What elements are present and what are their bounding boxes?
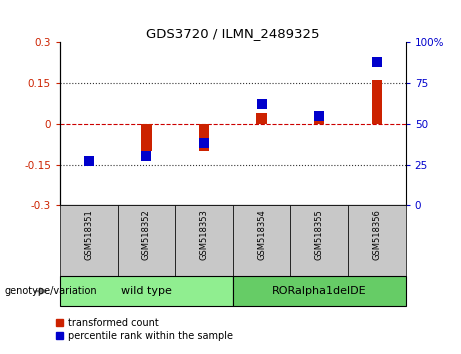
Bar: [233, 205, 290, 276]
Text: GSM518352: GSM518352: [142, 209, 151, 259]
Text: GSM518356: GSM518356: [372, 209, 381, 260]
Text: GSM518353: GSM518353: [200, 209, 208, 260]
Bar: [141, 124, 152, 151]
Bar: [60, 205, 118, 276]
Point: [200, 141, 207, 146]
Point: [258, 102, 266, 107]
Text: genotype/variation: genotype/variation: [5, 286, 97, 296]
Bar: [372, 80, 382, 124]
Bar: [256, 113, 267, 124]
Bar: [233, 276, 406, 306]
Text: GSM518351: GSM518351: [84, 209, 93, 259]
Bar: [199, 124, 209, 151]
Point: [85, 159, 92, 164]
Text: RORalpha1delDE: RORalpha1delDE: [272, 286, 366, 296]
Text: GSM518354: GSM518354: [257, 209, 266, 259]
Bar: [60, 276, 233, 306]
Bar: [118, 205, 175, 276]
Title: GDS3720 / ILMN_2489325: GDS3720 / ILMN_2489325: [146, 27, 319, 40]
Bar: [314, 116, 325, 124]
Point: [373, 59, 381, 65]
Bar: [348, 205, 406, 276]
Bar: [290, 205, 348, 276]
Bar: [175, 205, 233, 276]
Point: [315, 113, 323, 119]
Point: [142, 154, 150, 159]
Legend: transformed count, percentile rank within the sample: transformed count, percentile rank withi…: [56, 318, 233, 341]
Text: wild type: wild type: [121, 286, 172, 296]
Text: GSM518355: GSM518355: [315, 209, 324, 259]
